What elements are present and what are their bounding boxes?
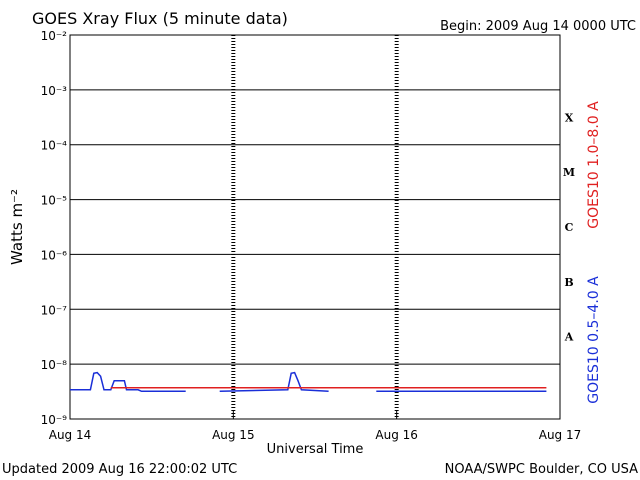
- y-axis-label: Watts m⁻²: [8, 189, 26, 265]
- y-tick-label: 10⁻⁴: [41, 139, 68, 153]
- subtitle: Begin: 2009 Aug 14 0000 UTC: [440, 19, 636, 34]
- class-label: M: [563, 166, 575, 179]
- class-label: X: [565, 111, 574, 124]
- plot-frame: [69, 34, 561, 420]
- x-tick-label: Aug 14: [49, 428, 92, 442]
- y-tick-label: 10⁻⁶: [41, 248, 68, 262]
- class-label: C: [565, 221, 574, 234]
- y-tick-label: 10⁻⁸: [41, 358, 68, 372]
- footer-left: Updated 2009 Aug 16 22:00:02 UTC: [2, 462, 237, 477]
- legend-entry: GOES10 1.0–8.0 A: [586, 101, 602, 229]
- y-tick-label: 10⁻⁷: [41, 303, 68, 317]
- x-axis-label: Universal Time: [267, 442, 364, 457]
- legend-entry: GOES10 0.5–4.0 A: [586, 276, 602, 404]
- x-tick-label: Aug 16: [375, 428, 418, 442]
- class-label: B: [564, 276, 573, 289]
- footer-right: NOAA/SWPC Boulder, CO USA: [445, 462, 638, 477]
- y-tick-label: 10⁻⁵: [41, 194, 68, 208]
- chart-title: GOES Xray Flux (5 minute data): [32, 9, 288, 28]
- y-tick-label: 10⁻³: [41, 84, 68, 98]
- series-line: [70, 371, 547, 393]
- y-tick-label: 10⁻⁹: [41, 413, 68, 427]
- x-tick-label: Aug 17: [539, 428, 582, 442]
- y-tick-label: 10⁻²: [41, 29, 68, 43]
- x-tick-label: Aug 15: [212, 428, 255, 442]
- class-label: A: [564, 331, 574, 344]
